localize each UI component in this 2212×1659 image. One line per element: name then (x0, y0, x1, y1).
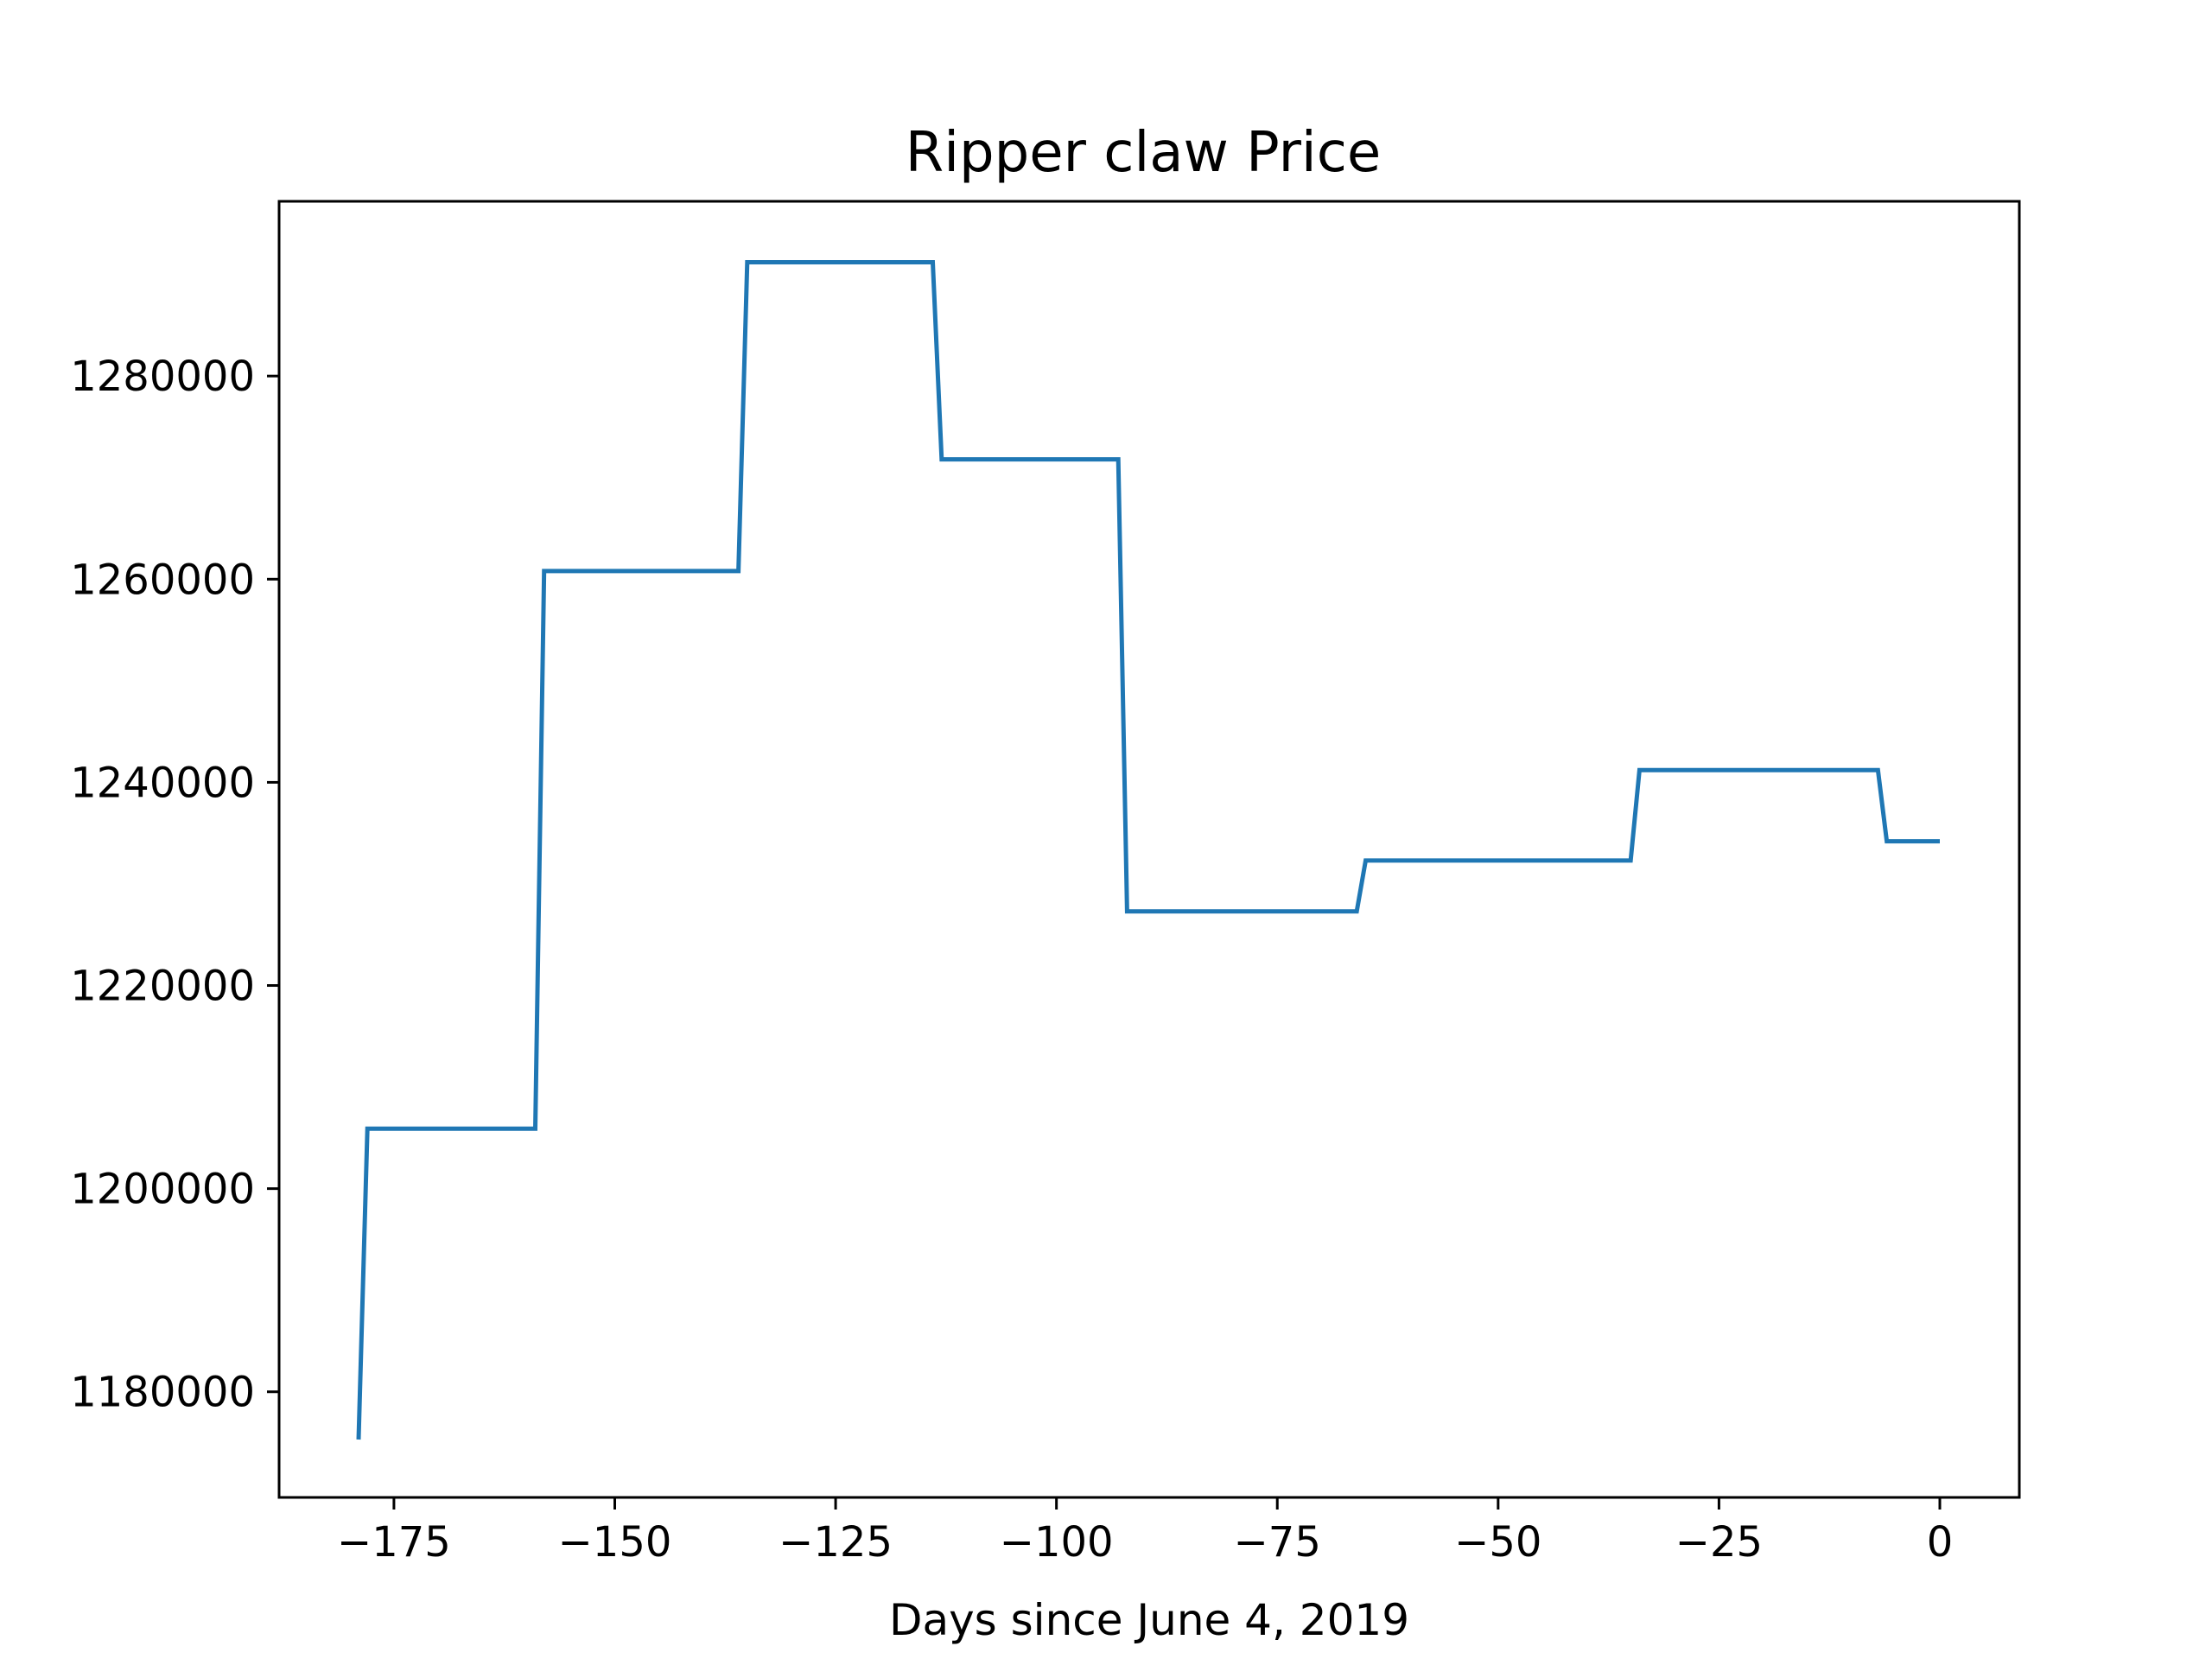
y-tick-label: 1220000 (70, 963, 255, 1011)
x-tick-label: 0 (1927, 1518, 1954, 1567)
chart-title: Ripper claw Price (906, 121, 1382, 185)
x-tick-label: −150 (558, 1518, 672, 1567)
series-line-0 (356, 260, 1940, 1440)
y-tick-label: 1200000 (70, 1166, 255, 1214)
plot-area (356, 260, 1940, 1440)
x-tick-label: −100 (1000, 1518, 1114, 1567)
x-axis: −175 −150 −125 −100 −75 −50 −25 0 (337, 1497, 1953, 1567)
y-tick-label: 1180000 (70, 1369, 255, 1417)
x-tick-label: −25 (1675, 1518, 1763, 1567)
x-tick-label: −125 (779, 1518, 893, 1567)
x-tick-label: −75 (1234, 1518, 1321, 1567)
y-axis: 1180000 1200000 1220000 1240000 1260000 12800… (70, 353, 279, 1417)
y-tick-label: 1240000 (70, 759, 255, 807)
y-tick-label: 1280000 (70, 353, 255, 401)
x-tick-label: −50 (1454, 1518, 1541, 1567)
axes-frame (277, 200, 2021, 1499)
y-tick-label: 1260000 (70, 556, 255, 604)
x-tick-label: −175 (337, 1518, 451, 1567)
x-axis-label: Days since June 4, 2019 (889, 1595, 1409, 1645)
